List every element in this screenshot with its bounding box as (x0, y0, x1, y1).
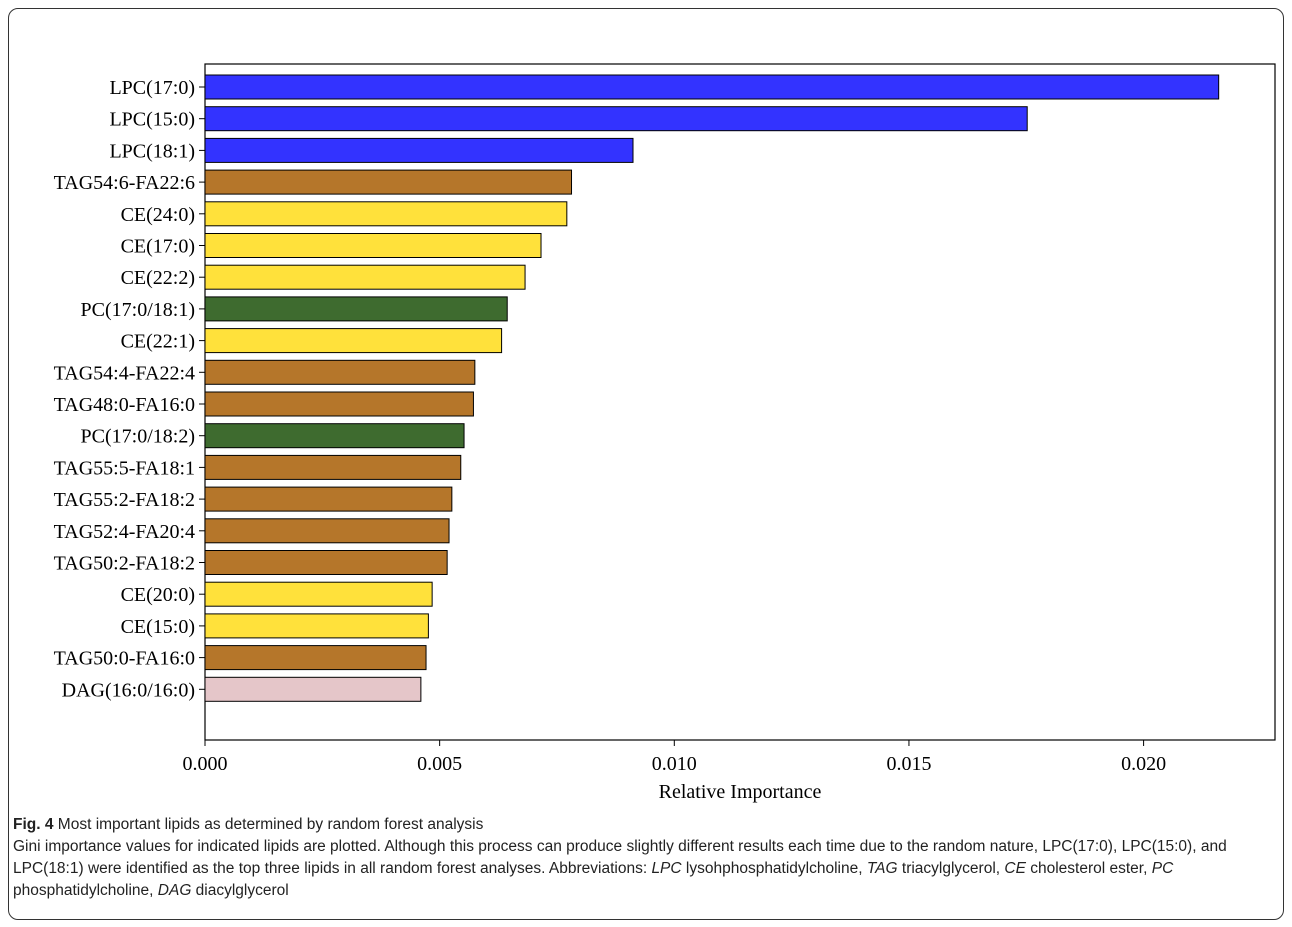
y-tick-label: CE(22:1) (121, 331, 195, 353)
y-tick-label: CE(20:0) (121, 584, 195, 606)
y-tick-label: PC(17:0/18:2) (81, 426, 195, 448)
caption-title-line: Fig. 4 Most important lipids as determin… (13, 814, 1279, 836)
abbreviation-definition: diacylglycerol (191, 882, 289, 899)
y-tick-label: CE(15:0) (121, 616, 195, 638)
x-tick-label: 0.015 (886, 753, 931, 775)
x-tick-label: 0.020 (1121, 753, 1166, 775)
bar (204, 676, 422, 702)
y-tick-label: TAG50:0-FA16:0 (54, 648, 195, 670)
x-tick-label: 0.005 (417, 753, 462, 775)
bar (204, 233, 542, 258)
bar (204, 581, 433, 607)
x-tick-label: 0.010 (652, 753, 697, 775)
figure-caption: Fig. 4 Most important lipids as determin… (13, 814, 1279, 902)
y-tick-label: PC(17:0/18:1) (81, 299, 195, 321)
bar (204, 454, 462, 480)
abbreviation-term: LPC (651, 860, 682, 877)
y-tick-label: TAG54:6-FA22:6 (54, 172, 195, 194)
x-axis: 0.000 0.005 0.010 0.015 0.020 (183, 740, 1166, 775)
abbreviation-term: TAG (866, 860, 898, 877)
bar (204, 106, 1028, 132)
abbreviation-definition: phosphatidylcholine, (13, 882, 158, 899)
bar (204, 296, 508, 322)
bar (204, 201, 568, 227)
y-tick-label: LPC(15:0) (109, 109, 195, 131)
y-tick-label: TAG55:5-FA18:1 (54, 457, 195, 479)
bar (204, 328, 503, 354)
bar-chart: LPC(17:0) LPC(15:0) LPC(18:1) TAG54:6-FA22:… (54, 63, 1276, 803)
abbreviation-term: DAG (157, 882, 192, 899)
bar (204, 264, 526, 290)
bar (204, 137, 634, 163)
bar (204, 359, 476, 385)
y-tick-label: LPC(18:1) (109, 140, 195, 162)
bar (204, 613, 429, 639)
y-tick-label: TAG48:0-FA16:0 (54, 394, 195, 416)
y-tick-label: TAG52:4-FA20:4 (54, 521, 195, 543)
y-tick-label: CE(17:0) (121, 236, 195, 258)
y-tick-labels: LPC(17:0) LPC(15:0) LPC(18:1) TAG54:6-FA22:… (54, 77, 205, 701)
y-tick-label: DAG(16:0/16:0) (62, 679, 195, 701)
bar (204, 518, 450, 544)
figure-title: Most important lipids as determined by r… (57, 816, 484, 833)
y-tick-label: TAG55:2-FA18:2 (54, 489, 195, 511)
x-axis-label: Relative Importance (659, 781, 822, 803)
y-tick-label: CE(24:0) (121, 204, 195, 226)
caption-text: Gini importance values for indicated lip… (13, 838, 1227, 877)
figure-label: Fig. 4 (13, 816, 54, 833)
bar (204, 550, 448, 575)
bar (204, 74, 1220, 100)
abbreviation-definition: triacylglycerol, (897, 860, 1005, 877)
abbreviation-list: LPC lysohphosphatidylcholine, TAG triacy… (13, 860, 1173, 899)
y-tick-label: TAG50:2-FA18:2 (54, 553, 195, 575)
bar (204, 169, 573, 195)
y-tick-label: TAG54:4-FA22:4 (54, 362, 195, 384)
y-tick-label: CE(22:2) (121, 267, 195, 289)
caption-body: Gini importance values for indicated lip… (13, 836, 1279, 902)
bar (204, 486, 453, 512)
abbreviation-definition: cholesterol ester, (1025, 860, 1152, 877)
abbreviation-term: CE (1004, 860, 1026, 877)
bar (204, 391, 474, 417)
y-tick-label: LPC(17:0) (109, 77, 195, 99)
abbreviation-term: PC (1151, 860, 1174, 877)
x-tick-label: 0.000 (183, 753, 228, 775)
abbreviation-definition: lysohphosphatidylcholine, (681, 860, 867, 877)
bar (204, 645, 427, 671)
bars-group (204, 74, 1220, 702)
bar (204, 423, 465, 449)
